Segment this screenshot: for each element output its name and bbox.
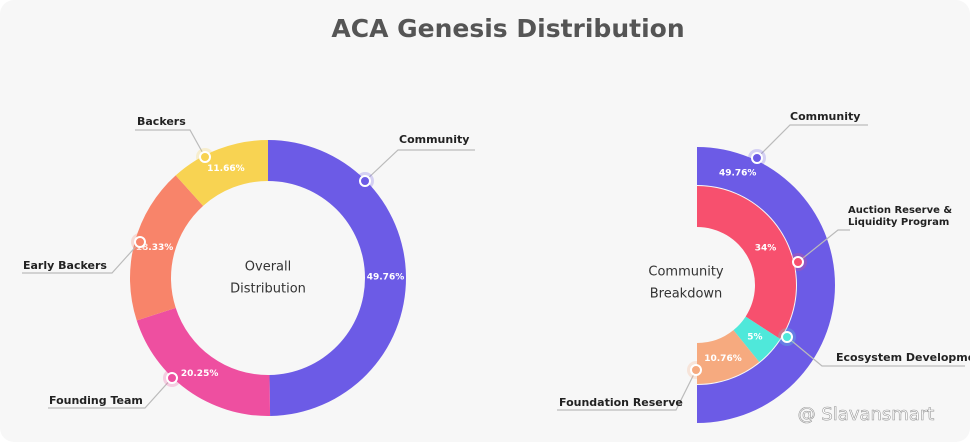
callout-label: Backers: [137, 115, 186, 128]
donut-segment: [130, 175, 204, 321]
leader-line: [22, 241, 141, 274]
callout-dot: [751, 152, 763, 164]
callout-label: Ecosystem Development: [836, 351, 970, 364]
value-label: 49.76%: [719, 169, 757, 179]
value-label: 49.76%: [367, 273, 405, 283]
center-label: Overall: [245, 260, 291, 275]
leader-line: [786, 336, 965, 367]
center-label: Community: [648, 265, 724, 280]
donut-segment: [175, 140, 268, 206]
value-label: 18.33%: [136, 243, 174, 253]
inner-segment: [733, 316, 781, 363]
center-label: Distribution: [230, 282, 306, 297]
value-label: 20.25%: [181, 369, 219, 379]
leader-line: [48, 377, 173, 409]
donut-segment: [268, 140, 406, 416]
value-label: 34%: [755, 243, 777, 253]
leader-line: [364, 149, 475, 182]
callout-label: Community: [790, 110, 860, 123]
donut-segment: [136, 307, 271, 416]
title: ACA Genesis Distribution: [331, 14, 684, 43]
callout-dot: [359, 175, 371, 187]
value-label: 10.76%: [704, 354, 742, 364]
callout-label: Founding Team: [49, 394, 143, 407]
center-label: Breakdown: [650, 287, 723, 302]
callout-dot: [166, 372, 178, 384]
callout-dot: [134, 236, 146, 248]
callout-dot: [690, 364, 702, 376]
callout-dot: [781, 331, 793, 343]
callout-label: Early Backers: [23, 259, 107, 272]
callout-dot: [199, 151, 211, 163]
callout-label: Community: [399, 133, 469, 146]
leader-line: [797, 229, 850, 263]
inner-segment: [697, 330, 760, 384]
outer-segment: [697, 147, 835, 423]
value-label: 5%: [747, 333, 762, 343]
watermark: @ Slavansmart: [798, 404, 935, 425]
inner-segment: [697, 185, 796, 339]
leader-line: [135, 129, 206, 158]
callout-dot: [792, 256, 804, 268]
leader-line: [557, 369, 697, 411]
value-label: 11.66%: [207, 164, 245, 174]
callout-label: Auction Reserve & Liquidity Program: [848, 205, 953, 228]
callout-label: Foundation Reserve: [559, 396, 683, 409]
callout-box: Auction Reserve & Liquidity Program: [848, 205, 953, 228]
leader-line: [756, 124, 868, 159]
